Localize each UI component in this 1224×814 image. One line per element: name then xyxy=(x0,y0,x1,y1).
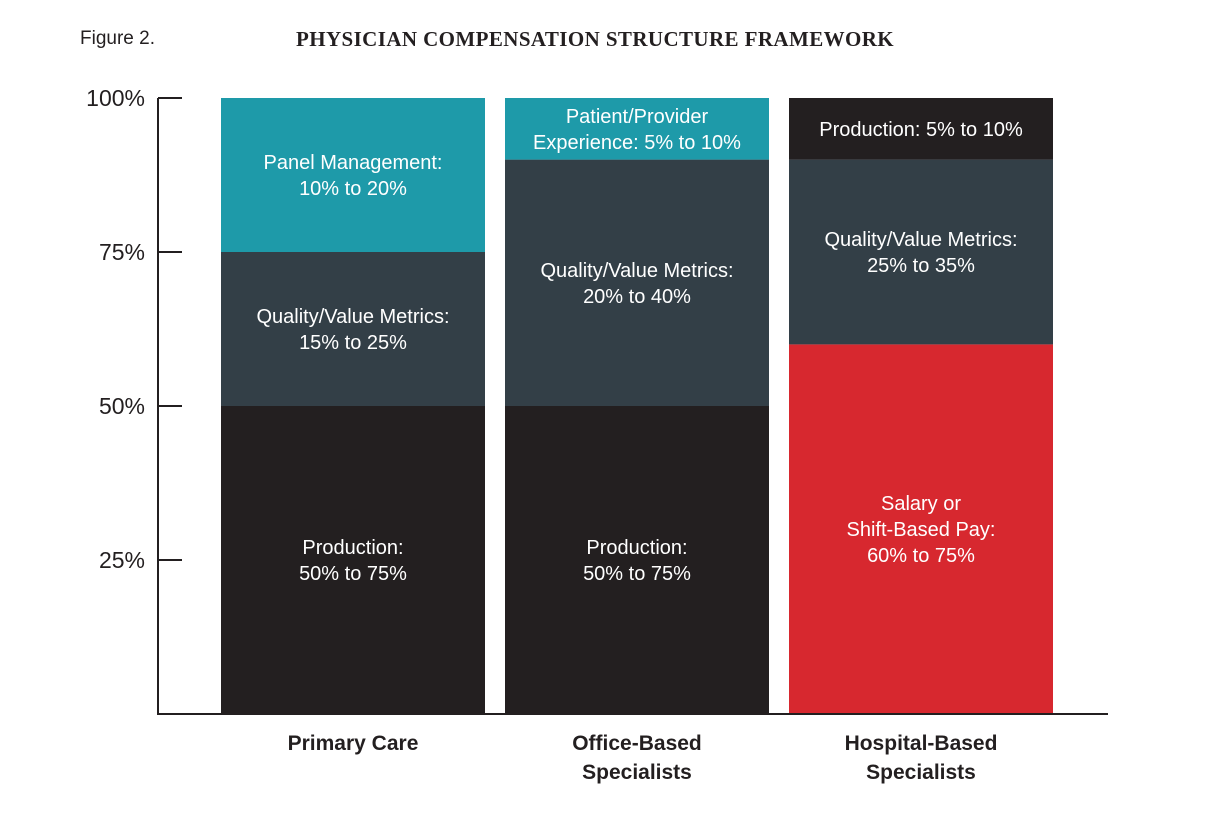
bar-segment-hospital-based-specialists-quality-value-metrics xyxy=(789,159,1053,345)
segment-label-primary-care-production: Production: 50% to 75% xyxy=(299,537,407,585)
category-label-primary-care: Primary Care xyxy=(288,732,419,755)
segment-label-office-based-specialists-quality-value-metrics: Quality/Value Metrics: 20% to 40% xyxy=(540,260,733,308)
bar-segment-primary-care-quality-value-metrics xyxy=(221,252,485,406)
bar-segment-office-based-specialists-production xyxy=(505,406,769,714)
bar-segment-hospital-based-specialists-salary-or-shift-based-pay xyxy=(789,344,1053,714)
y-tick-label-25: 25% xyxy=(99,547,145,573)
category-label-office-based-specialists: Office-Based Specialists xyxy=(572,732,702,784)
segment-label-office-based-specialists-production: Production: 50% to 75% xyxy=(583,537,691,585)
bar-segment-office-based-specialists-patient-provider-experience xyxy=(505,98,769,160)
segment-label-hospital-based-specialists-production: Production: 5% to 10% xyxy=(819,119,1023,141)
category-label-hospital-based-specialists: Hospital-Based Specialists xyxy=(845,732,998,784)
bar-segment-hospital-based-specialists-production xyxy=(789,98,1053,160)
segment-label-hospital-based-specialists-quality-value-metrics: Quality/Value Metrics: 25% to 35% xyxy=(824,229,1017,277)
y-tick-label-75: 75% xyxy=(99,239,145,265)
figure-label: Figure 2. xyxy=(80,28,155,49)
y-tick-label-100: 100% xyxy=(86,85,145,111)
segment-label-office-based-specialists-patient-provider-experience: Patient/Provider Experience: 5% to 10% xyxy=(533,106,741,154)
bar-segment-office-based-specialists-quality-value-metrics xyxy=(505,159,769,406)
chart-title: PHYSICIAN COMPENSATION STRUCTURE FRAMEWO… xyxy=(296,27,895,51)
axes-group: 25% 50% 75% 100% xyxy=(86,85,1108,715)
y-tick-label-50: 50% xyxy=(99,393,145,419)
bar-segment-primary-care-production xyxy=(221,406,485,714)
bars-group: Production: 50% to 75% Quality/Value Metri… xyxy=(221,98,1053,714)
segment-label-primary-care-panel-management: Panel Management: 10% to 20% xyxy=(263,152,442,200)
segment-label-primary-care-quality-value-metrics: Quality/Value Metrics: 15% to 25% xyxy=(256,306,449,354)
category-labels-group: Primary Care Office-Based Specialists Hospi… xyxy=(288,732,998,784)
segment-label-hospital-based-specialists-salary-or-shift-based-pay: Salary or Shift-Based Pay: 60% to 75% xyxy=(847,493,996,567)
bar-segment-primary-care-panel-management xyxy=(221,98,485,252)
